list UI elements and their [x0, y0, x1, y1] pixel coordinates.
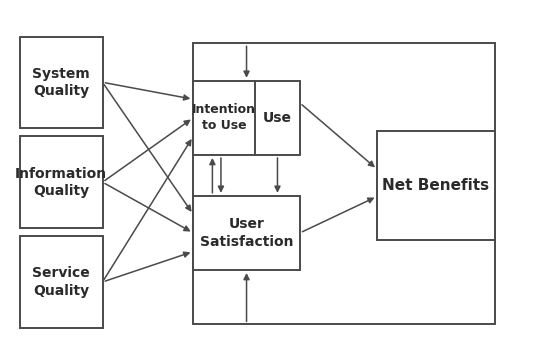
Bar: [377, 131, 495, 240]
Text: Information
Quality: Information Quality: [15, 166, 107, 198]
Bar: [193, 43, 495, 324]
Text: System
Quality: System Quality: [32, 67, 90, 98]
Text: Net Benefits: Net Benefits: [382, 178, 489, 193]
Bar: [193, 196, 300, 270]
Text: User
Satisfaction: User Satisfaction: [200, 217, 293, 249]
Bar: [20, 36, 103, 128]
Text: Intention
to Use: Intention to Use: [192, 103, 256, 132]
Bar: [20, 236, 103, 328]
Text: Service
Quality: Service Quality: [32, 266, 90, 298]
Text: Use: Use: [263, 111, 292, 125]
Bar: [20, 137, 103, 228]
Bar: [193, 80, 300, 155]
